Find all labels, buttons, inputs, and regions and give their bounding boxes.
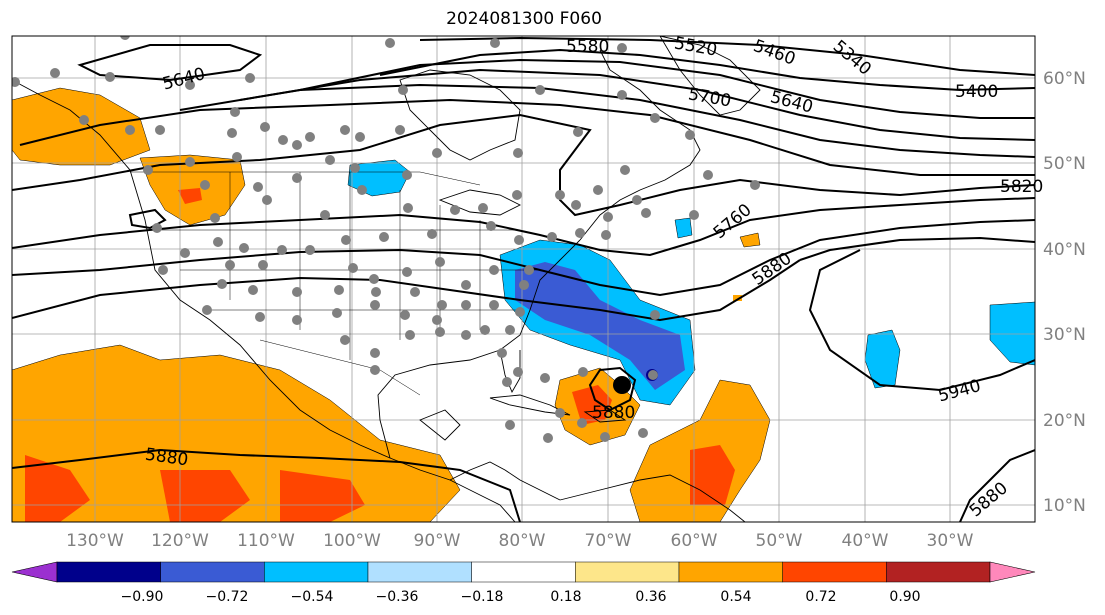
lat-tick: 30°N — [1043, 325, 1086, 345]
lon-tick: 110°W — [237, 531, 295, 551]
anomaly-pacific-nw — [12, 87, 151, 166]
contour-5880-south — [12, 448, 521, 522]
coast-great-lakes — [438, 189, 522, 216]
contour-5880-se — [959, 449, 1035, 522]
positive-anomaly-fills — [12, 87, 771, 522]
colorbar-cell — [264, 561, 369, 583]
lon-tick: 30°W — [927, 531, 974, 551]
coast-gulf-mexico — [377, 239, 581, 459]
lat-tick: 10°N — [1043, 496, 1086, 516]
colorbar-cell — [782, 561, 887, 583]
map-frame — [11, 35, 1036, 523]
chart-title: 2024081300 F060 — [446, 9, 602, 29]
contour-5880-mid — [12, 259, 801, 322]
station-dots — [12, 36, 760, 443]
contour-5400 — [379, 48, 1035, 92]
storm-center-marker — [613, 376, 631, 394]
anomaly-small-orange-2 — [733, 295, 742, 301]
lon-tick: 120°W — [151, 531, 209, 551]
colorbar-tick: 0.72 — [805, 589, 836, 605]
lon-tick: 60°W — [671, 531, 718, 551]
contour-label-5820: 5820 — [1000, 177, 1043, 197]
lon-tick: 70°W — [585, 531, 632, 551]
colorbar-cell — [160, 561, 265, 583]
lat-tick: 50°N — [1043, 154, 1086, 174]
anomaly-east-coast-dark — [515, 262, 685, 390]
lat-tick: 40°N — [1043, 240, 1086, 260]
colorbar-cell — [575, 561, 680, 583]
colorbar-arrow-right — [989, 561, 1036, 583]
lat-tick: 60°N — [1043, 69, 1086, 89]
contour-label-5580: 5580 — [566, 37, 609, 57]
lon-tick: 130°W — [66, 531, 124, 551]
contour-5880-hurricane — [588, 366, 637, 412]
colorbar-tick: 0.18 — [550, 589, 581, 605]
colorbar-tick: 0.90 — [889, 589, 920, 605]
colorbar-tick: −0.90 — [121, 589, 164, 605]
coast-yucatan — [419, 409, 461, 441]
anomaly-newfoundland — [674, 217, 693, 239]
lon-tick: 40°W — [842, 531, 889, 551]
colorbar-cell — [886, 561, 991, 583]
contour-5880-loop — [808, 249, 1035, 392]
longitude-ticks: 130°W 120°W 110°W 100°W 90°W 80°W 70°W 6… — [66, 531, 974, 551]
coast-cuba — [489, 394, 571, 416]
anomaly-red-atlantic — [690, 445, 735, 505]
negative-anomaly-fills — [347, 159, 1035, 406]
colorbar-cell — [678, 561, 783, 583]
contour-5340 — [419, 36, 1035, 76]
contour-label-5400: 5400 — [955, 82, 998, 102]
anomaly-red-caribbean — [572, 385, 612, 425]
anomaly-red-nw — [178, 188, 202, 204]
colorbar-tick: −0.54 — [291, 589, 334, 605]
colorbar-tick: −0.18 — [461, 589, 504, 605]
colorbar-tick: −0.36 — [376, 589, 419, 605]
coastlines — [12, 36, 761, 522]
contour-5580 — [179, 83, 1035, 158]
lon-tick: 100°W — [323, 531, 381, 551]
anomaly-tropical-pacific — [12, 344, 461, 522]
coast-hispaniola — [583, 409, 627, 423]
colorbar: −0.90 −0.72 −0.54 −0.36 −0.18 0.18 0.36 … — [11, 561, 1036, 605]
contour-5640 — [19, 98, 1035, 176]
coast-south-america — [559, 474, 746, 522]
lon-tick: 90°W — [414, 531, 461, 551]
colorbar-arrow-left — [11, 561, 58, 583]
contour-5760 — [12, 197, 1035, 257]
colorbar-cell — [367, 561, 472, 583]
lat-tick: 20°N — [1043, 411, 1086, 431]
contour-label-5880-hurricane: 5880 — [592, 403, 635, 423]
coast-hudson-bay — [399, 69, 521, 161]
coast-greenland — [659, 36, 761, 116]
colorbar-cell — [56, 561, 161, 583]
lon-tick: 50°W — [756, 531, 803, 551]
colorbar-cells — [56, 561, 991, 583]
colorbar-tick: 0.54 — [720, 589, 751, 605]
contour-5700 — [12, 113, 1035, 217]
contour-5940 — [799, 236, 1035, 261]
coast-central-america — [449, 461, 561, 501]
colorbar-tick-labels: −0.90 −0.72 −0.54 −0.36 −0.18 0.18 0.36 … — [121, 589, 921, 605]
height-contours — [12, 36, 1035, 522]
anomaly-small-orange-1 — [739, 232, 761, 248]
anomaly-red-pacific-2 — [160, 470, 250, 522]
contour-5820 — [12, 219, 1035, 297]
contour-5520 — [239, 68, 1035, 141]
latitude-ticks: 60°N 50°N 40°N 30°N 20°N 10°N — [1043, 69, 1086, 516]
colorbar-tick: 0.36 — [635, 589, 666, 605]
colorbar-cell — [471, 561, 576, 583]
contour-5460 — [299, 58, 1035, 119]
anomaly-red-pacific-3 — [280, 470, 365, 522]
coast-northeast — [579, 49, 701, 241]
colorbar-tick: −0.72 — [206, 589, 249, 605]
lon-tick: 80°W — [499, 531, 546, 551]
coast-north-america-west — [12, 79, 516, 522]
